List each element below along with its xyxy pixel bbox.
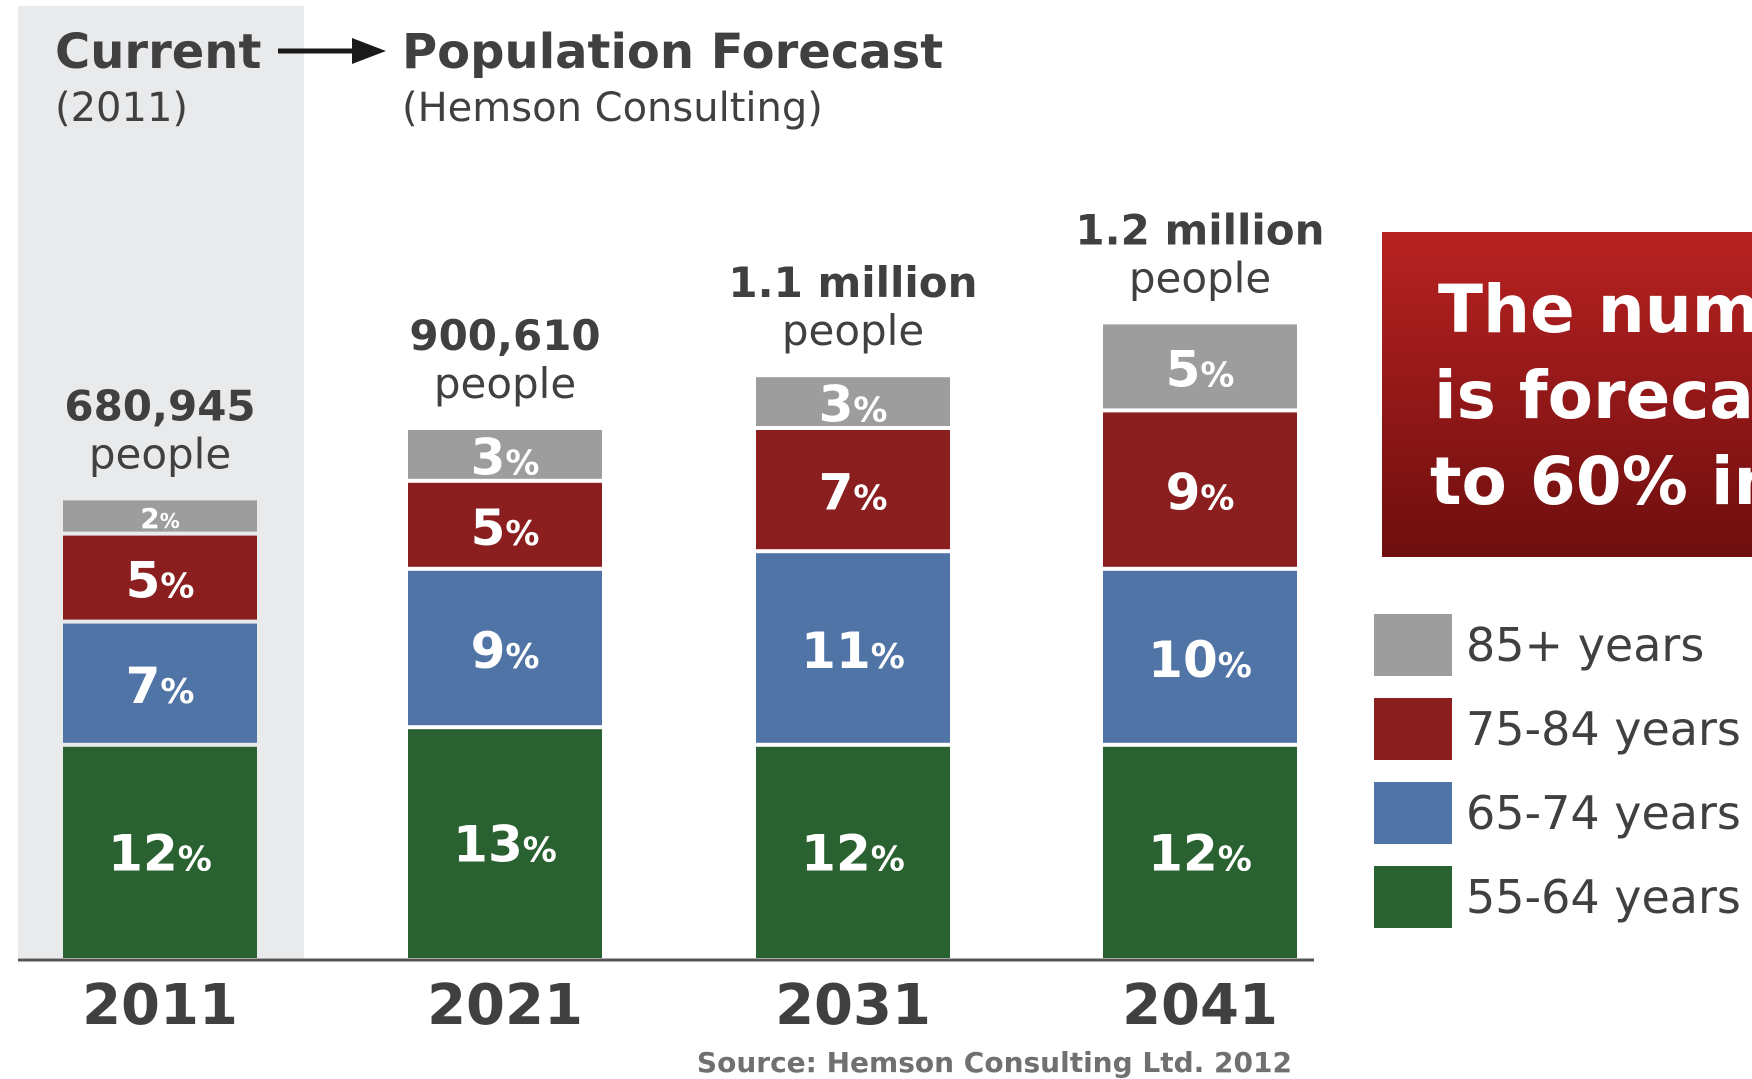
x-tick-label-2011: 2011 — [82, 973, 238, 1038]
callout-line-1: The numb — [1438, 271, 1752, 348]
legend-label-85+: 85+ years — [1466, 618, 1704, 672]
bar-segment-2011-55-64 — [63, 746, 257, 958]
bar-label-2011-75-84: 5% — [126, 552, 195, 610]
bar-segment-2021-75-84 — [408, 482, 602, 567]
x-tick-label-2031: 2031 — [775, 973, 931, 1038]
bar-segment-2021-65-74 — [408, 570, 602, 726]
bars-layer: 12%7%5%2%680,945people201113%9%5%3%900,6… — [63, 205, 1325, 1038]
callout-line-3: to 60% in — [1430, 443, 1752, 520]
total-value-2021: 900,610 — [409, 311, 600, 360]
current-subtitle: (2011) — [55, 85, 188, 131]
x-tick-label-2021: 2021 — [427, 973, 583, 1038]
bar-segment-2011-75-84 — [63, 535, 257, 620]
legend-swatch-75-84 — [1374, 698, 1452, 760]
total-unit-2021: people — [434, 359, 576, 408]
bar-segment-2031-75-84 — [756, 430, 950, 550]
total-value-2041: 1.2 million — [1075, 205, 1324, 254]
x-tick-label-2041: 2041 — [1122, 973, 1278, 1038]
legend-swatch-55-64 — [1374, 866, 1452, 928]
bar-segment-2011-85+ — [63, 500, 257, 532]
total-unit-2031: people — [782, 306, 924, 355]
bar-segment-2041-75-84 — [1103, 412, 1297, 567]
bar-label-2031-65-74: 11% — [801, 622, 905, 680]
bar-segment-2021-55-64 — [408, 729, 602, 958]
callout-line-2: is forecas — [1434, 357, 1752, 434]
current-title: Current — [55, 24, 261, 80]
legend-label-65-74: 65-74 years — [1466, 786, 1741, 840]
bar-segment-2021-85+ — [408, 430, 602, 479]
bar-label-2021-65-74: 9% — [471, 622, 540, 680]
total-value-2011: 680,945 — [64, 381, 255, 430]
legend-label-75-84: 75-84 years — [1466, 702, 1741, 756]
total-unit-2011: people — [89, 429, 231, 478]
arrow-icon — [278, 38, 386, 64]
forecast-title: Population Forecast — [402, 24, 943, 80]
source-note: Source: Hemson Consulting Ltd. 2012 — [697, 1046, 1292, 1079]
bar-segment-2031-55-64 — [756, 746, 950, 958]
total-unit-2041: people — [1129, 253, 1271, 302]
bar-label-2011-65-74: 7% — [126, 657, 195, 715]
forecast-subtitle: (Hemson Consulting) — [402, 85, 823, 131]
legend-swatch-65-74 — [1374, 782, 1452, 844]
bar-segment-2041-65-74 — [1103, 570, 1297, 743]
bar-segment-2031-65-74 — [756, 553, 950, 743]
legend-swatch-85+ — [1374, 614, 1452, 676]
bar-segment-2041-55-64 — [1103, 746, 1297, 958]
bar-segment-2041-85+ — [1103, 324, 1297, 409]
bar-segment-2011-65-74 — [63, 623, 257, 743]
legend-label-55-64: 55-64 years — [1466, 870, 1741, 924]
callout-box: The numb is forecas to 60% in — [1382, 232, 1752, 557]
bar-segment-2031-85+ — [756, 377, 950, 426]
total-value-2031: 1.1 million — [728, 258, 977, 307]
legend: 85+ years 75-84 years 65-74 years 55-64 yea… — [1374, 614, 1741, 928]
